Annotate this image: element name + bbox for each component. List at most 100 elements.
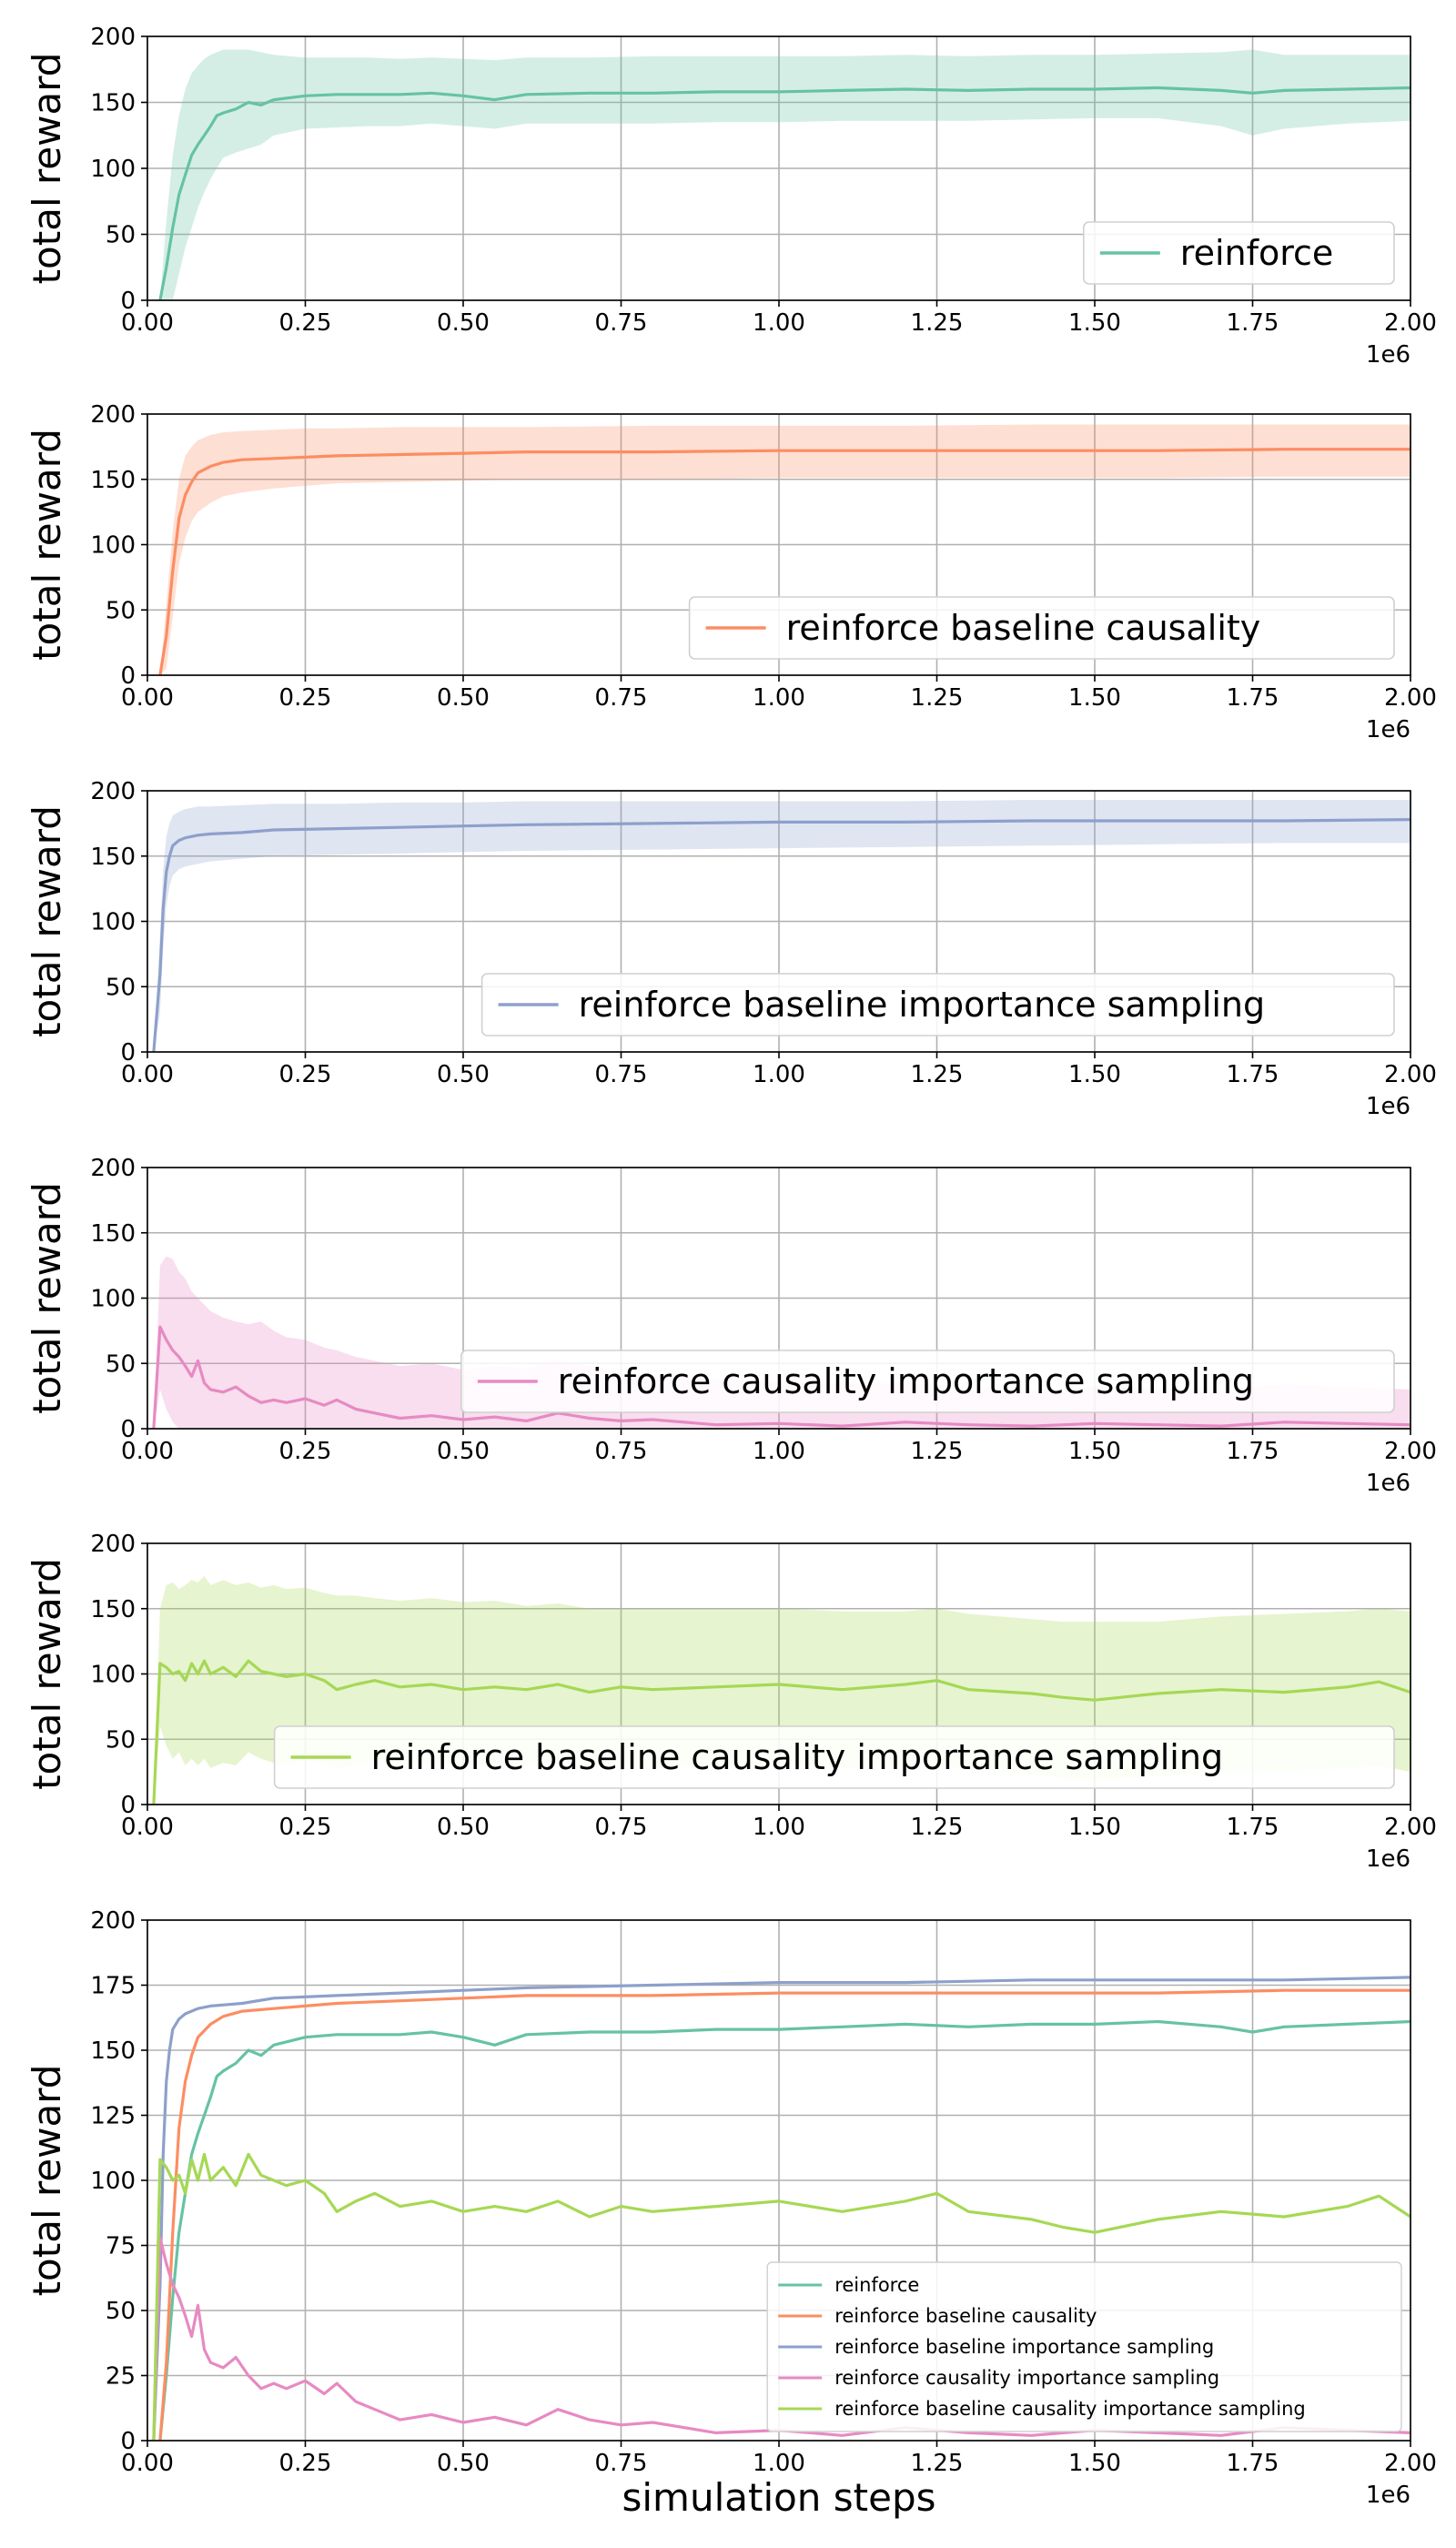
x-tick-label: 1.50 bbox=[1068, 1438, 1121, 1465]
y-tick-label: 200 bbox=[90, 401, 136, 429]
chart-panel-5: 0.00 0.25 0.50 0.75 1.00 1.25 1.50 1.75 2.00 1e6 0… bbox=[25, 1531, 1437, 1873]
y-axis-label: total reward bbox=[25, 1558, 69, 1790]
y-tick-label: 150 bbox=[90, 844, 136, 871]
x-tick-label: 1.25 bbox=[911, 1814, 964, 1841]
x-tick-label: 0.00 bbox=[121, 684, 174, 712]
y-tick-label: 100 bbox=[90, 1662, 136, 1689]
x-tick-label: 0.75 bbox=[595, 309, 648, 337]
x-tick-label: 1.00 bbox=[753, 1061, 805, 1088]
y-axis-label: total reward bbox=[25, 429, 69, 661]
x-tick-label: 0.50 bbox=[437, 1814, 490, 1841]
legend-box bbox=[460, 1350, 1395, 1413]
x-tick-label: 1.75 bbox=[1227, 684, 1279, 712]
legend: reinforce baseline importance sampling bbox=[480, 973, 1395, 1036]
x-tick-label: 0.75 bbox=[595, 1814, 648, 1841]
legend-label: reinforce bbox=[1180, 233, 1334, 273]
y-tick-label: 0 bbox=[120, 1039, 136, 1067]
x-offset-label: 1e6 bbox=[1366, 1845, 1410, 1873]
y-tick-label: 50 bbox=[106, 597, 136, 624]
y-tick-label: 125 bbox=[90, 2103, 136, 2130]
x-tick-label: 0.00 bbox=[121, 309, 174, 337]
series-line-4 bbox=[152, 2236, 1411, 2442]
x-offset-label: 1e6 bbox=[1366, 716, 1410, 743]
x-tick-label: 1.25 bbox=[911, 684, 964, 712]
x-tick-label: 1.00 bbox=[753, 1438, 805, 1465]
y-tick-label: 0 bbox=[120, 2428, 136, 2455]
y-tick-label: 50 bbox=[106, 2298, 136, 2325]
x-tick-label: 1.00 bbox=[753, 2450, 805, 2477]
series-line-1 bbox=[158, 2019, 1411, 2442]
series-line-1 bbox=[152, 1325, 1411, 1430]
x-tick-label: 1.25 bbox=[911, 1061, 964, 1088]
y-axis-label: total reward bbox=[25, 53, 69, 285]
x-tick-label: 1.75 bbox=[1227, 2450, 1279, 2477]
legend-label: reinforce baseline causality importance … bbox=[371, 1737, 1223, 1777]
y-tick-label: 50 bbox=[106, 974, 136, 1001]
series-line-1 bbox=[152, 1659, 1411, 1805]
y-tick-label: 150 bbox=[90, 2037, 136, 2065]
x-tick-label: 1.75 bbox=[1227, 1814, 1279, 1841]
x-offset-label: 1e6 bbox=[1366, 1470, 1410, 1497]
confidence-band-1 bbox=[153, 800, 1410, 1052]
y-tick-label: 0 bbox=[120, 1792, 136, 1819]
legend-label: reinforce baseline causality bbox=[786, 608, 1261, 648]
x-tick-label: 0.25 bbox=[279, 1438, 332, 1465]
x-tick-label: 0.25 bbox=[279, 309, 332, 337]
y-axis-label: total reward bbox=[25, 1182, 69, 1414]
legend-box bbox=[766, 2261, 1402, 2432]
y-tick-label: 50 bbox=[106, 1726, 136, 1754]
y-tick-label: 200 bbox=[90, 1907, 136, 1935]
x-axis-label: simulation steps bbox=[622, 2475, 935, 2520]
legend-label-2: reinforce baseline causality bbox=[834, 2305, 1097, 2327]
y-tick-label: 100 bbox=[90, 1286, 136, 1313]
x-tick-label: 0.00 bbox=[121, 1061, 174, 1088]
legend: reinforce causality importance sampling bbox=[460, 1350, 1395, 1413]
x-tick-label: 2.00 bbox=[1384, 1438, 1437, 1465]
chart-panel-2: 0.00 0.25 0.50 0.75 1.00 1.25 1.50 1.75 2.00 1e6 0… bbox=[25, 401, 1437, 743]
legend-label-5: reinforce baseline causality importance … bbox=[834, 2398, 1306, 2420]
y-tick-label: 50 bbox=[106, 222, 136, 249]
y-tick-label: 200 bbox=[90, 24, 136, 51]
x-tick-label: 1.00 bbox=[753, 309, 805, 337]
y-tick-label: 75 bbox=[106, 2233, 136, 2260]
x-tick-label: 0.00 bbox=[121, 1438, 174, 1465]
y-axis-label: total reward bbox=[25, 805, 69, 1037]
x-tick-label: 1.50 bbox=[1068, 2450, 1121, 2477]
legend-box bbox=[1083, 221, 1395, 285]
y-tick-label: 200 bbox=[90, 1155, 136, 1182]
y-tick-label: 100 bbox=[90, 156, 136, 183]
legend: reinforce baseline causality importance … bbox=[273, 1725, 1395, 1789]
x-tick-label: 0.25 bbox=[279, 2450, 332, 2477]
x-tick-label: 0.75 bbox=[595, 1061, 648, 1088]
x-tick-label: 1.75 bbox=[1227, 1438, 1279, 1465]
x-tick-label: 2.00 bbox=[1384, 1061, 1437, 1088]
legend-label-3: reinforce baseline importance sampling bbox=[834, 2336, 1214, 2358]
y-tick-label: 150 bbox=[90, 467, 136, 494]
x-tick-label: 1.50 bbox=[1068, 1061, 1121, 1088]
x-tick-label: 1.00 bbox=[753, 684, 805, 712]
x-offset-label: 1e6 bbox=[1366, 1093, 1410, 1120]
series-line-1 bbox=[152, 818, 1411, 1053]
y-tick-label: 200 bbox=[90, 778, 136, 805]
x-tick-label: 0.50 bbox=[437, 309, 490, 337]
x-tick-label: 2.00 bbox=[1384, 1814, 1437, 1841]
x-tick-label: 0.75 bbox=[595, 2450, 648, 2477]
chart-panel-1: 0.00 0.25 0.50 0.75 1.00 1.25 1.50 1.75 2.00 1e6 0… bbox=[25, 24, 1437, 369]
x-tick-label: 0.75 bbox=[595, 684, 648, 712]
legend: reinforce reinforce baseline causality rei… bbox=[766, 2261, 1402, 2432]
y-tick-label: 100 bbox=[90, 2168, 136, 2195]
confidence-band-1 bbox=[159, 49, 1410, 300]
y-tick-label: 0 bbox=[120, 662, 136, 690]
x-tick-label: 0.75 bbox=[595, 1438, 648, 1465]
x-tick-label: 1.25 bbox=[911, 309, 964, 337]
y-tick-label: 200 bbox=[90, 1531, 136, 1558]
x-tick-label: 1.50 bbox=[1068, 309, 1121, 337]
x-tick-label: 1.25 bbox=[911, 1438, 964, 1465]
x-tick-label: 0.50 bbox=[437, 684, 490, 712]
x-tick-label: 2.00 bbox=[1384, 309, 1437, 337]
x-tick-label: 2.00 bbox=[1384, 2450, 1437, 2477]
x-offset-label: 1e6 bbox=[1366, 2482, 1410, 2509]
y-tick-label: 0 bbox=[120, 1416, 136, 1443]
series-line-1 bbox=[158, 86, 1411, 301]
y-tick-label: 25 bbox=[106, 2363, 136, 2391]
